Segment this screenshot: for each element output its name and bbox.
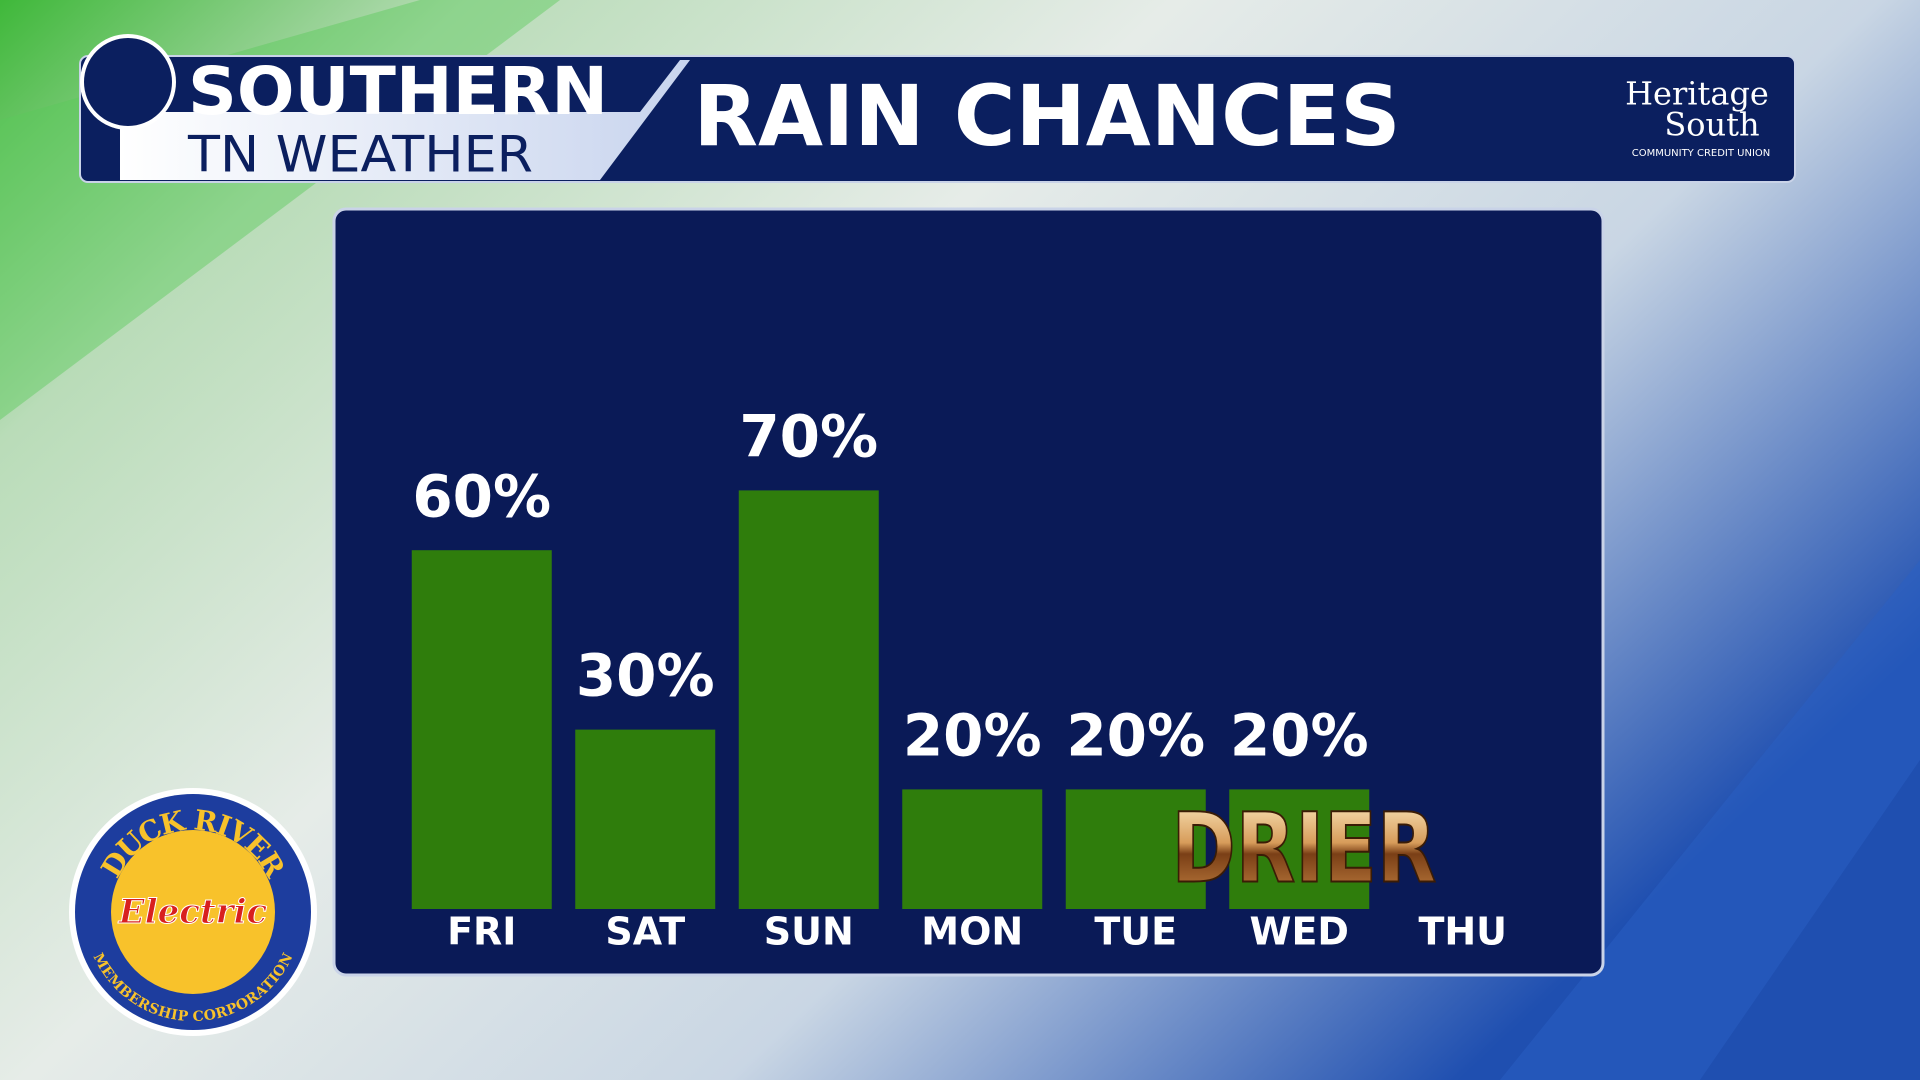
bar: [738, 490, 879, 909]
value-label: 20%: [1066, 702, 1205, 770]
background-shape: [1500, 560, 1920, 1080]
logo-center: [111, 830, 275, 994]
brand-bottom: TN WEATHER: [187, 126, 533, 184]
bar: [1065, 789, 1206, 909]
x-tick-label: WED: [1250, 910, 1349, 954]
value-label: 60%: [412, 462, 551, 530]
x-tick-label: FRI: [447, 910, 516, 954]
sponsor-name-bottom: South: [1664, 106, 1759, 144]
x-tick-label: SAT: [605, 910, 685, 954]
brand-top: SOUTHERN: [188, 53, 608, 130]
bar: [411, 550, 552, 909]
value-label: 20%: [903, 702, 1042, 770]
chart-title: RAIN CHANCES: [693, 67, 1400, 165]
x-tick-label: TUE: [1094, 910, 1177, 954]
x-tick-label: THU: [1418, 910, 1507, 954]
brand-band: [120, 60, 680, 112]
bar: [902, 789, 1043, 909]
sponsor-tagline: COMMUNITY CREDIT UNION: [1632, 148, 1771, 159]
value-label: 70%: [739, 403, 878, 471]
bar: [575, 729, 716, 909]
value-label: 30%: [576, 642, 715, 710]
plot: FRI 60% SAT 30% SUN 70% MON 20% TUE 20% WED 20% THU: [411, 403, 1507, 954]
annotation: DRIER: [1172, 792, 1437, 904]
bar: [1229, 789, 1370, 909]
sponsor-name-top: Heritage: [1625, 75, 1769, 113]
logo-middle: Electric: [118, 892, 268, 932]
x-tick-label: MON: [921, 910, 1023, 954]
brand-stars: [80, 34, 176, 130]
value-label: 20%: [1230, 702, 1369, 770]
x-tick-label: SUN: [764, 910, 854, 954]
